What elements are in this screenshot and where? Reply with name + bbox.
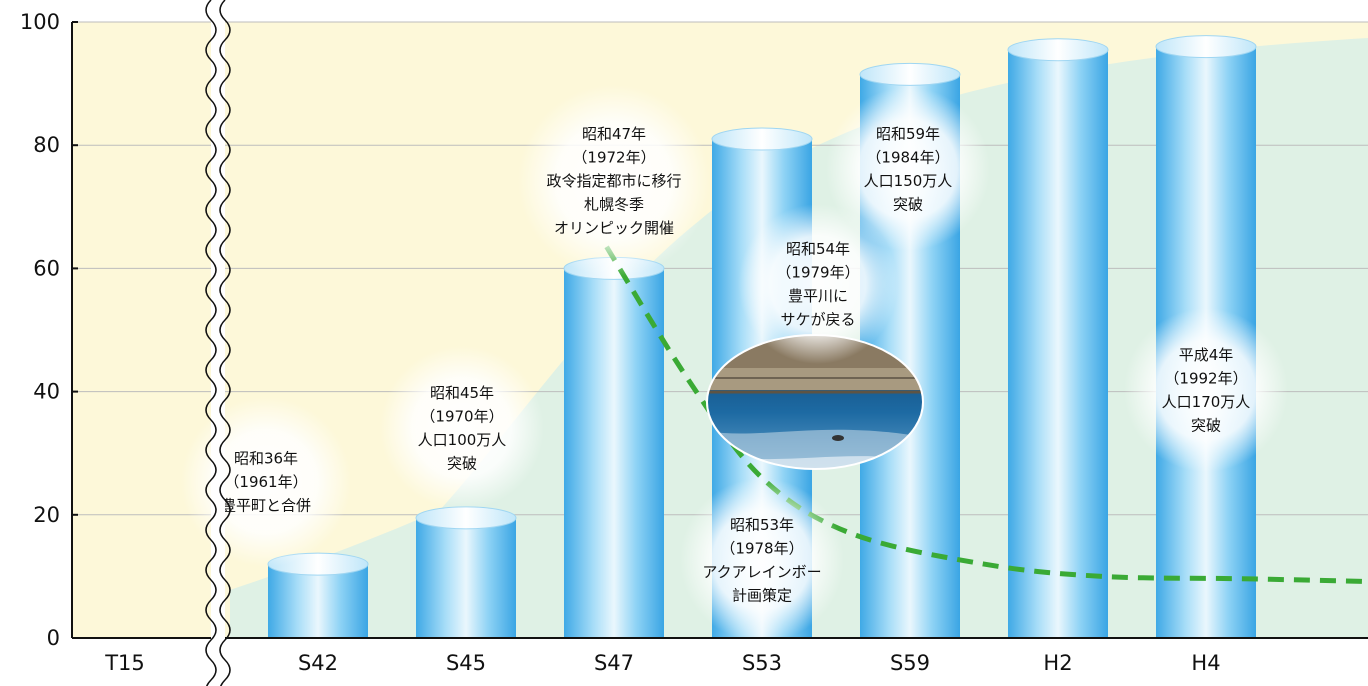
y-label-4: 80 [33,133,60,157]
annotation-2-line-4: 突破 [447,454,477,472]
annotation-4-line-2: （1979年） [776,263,859,281]
annotation-2-line-2: （1970年） [420,407,503,425]
annotation-3-line-3: 政令指定都市に移行 [546,172,681,190]
annotation-6-line-1: 昭和59年 [876,125,940,143]
x-label-S47: S47 [594,651,634,675]
annotation-2-line-1: 昭和45年 [430,384,494,402]
y-label-1: 20 [33,503,60,527]
x-label-S42: S42 [298,651,338,675]
x-label-S53: S53 [742,651,782,675]
annotation-5-line-1: 昭和53年 [730,516,794,534]
bar-S45 [415,506,517,638]
axes [71,21,1368,639]
x-tick-labels: T15 S42 S45 S47 S53 S59 H2 H4 [104,651,1220,675]
axis-break [205,0,231,686]
x-label-S45: S45 [446,651,486,675]
break-wave-left [205,0,217,686]
x-label-S59: S59 [890,651,930,675]
y-tick-labels: 0 20 40 60 80 100 [20,10,60,650]
annotation-7-line-4: 突破 [1191,416,1221,434]
y-label-3: 60 [33,256,60,280]
annotation-4-line-1: 昭和54年 [786,240,850,258]
x-label-T15: T15 [104,651,145,675]
annotation-1-line-1: 昭和36年 [234,450,298,468]
break-wave-right [219,0,231,686]
annotation-1-line-3: 豊平町と合併 [221,497,311,515]
bar-H2 [1007,38,1109,639]
annotation-7-line-2: （1992年） [1164,369,1247,387]
annotation-5-line-2: （1978年） [720,539,803,557]
y-label-0: 0 [47,626,60,650]
annotation-6-line-3: 人口150万人 [864,172,953,190]
x-label-H4: H4 [1191,651,1220,675]
annotation-3-line-2: （1972年） [572,149,655,167]
bar-S42 [267,552,369,638]
y-label-2: 40 [33,380,60,404]
annotation-7-line-3: 人口170万人 [1162,393,1251,411]
annotation-6-line-4: 突破 [893,195,923,213]
trend-line [604,245,1368,584]
y-label-5: 100 [20,10,60,34]
annotation-7-line-1: 平成4年 [1179,346,1234,364]
annotation-4-line-3: 豊平川に [788,287,848,305]
annotation-3-line-1: 昭和47年 [582,125,646,143]
annotation-5-line-3: アクアレインボー [702,563,821,581]
annotation-6-line-2: （1984年） [866,148,949,166]
annotation-4-line-4: サケが戻る [780,310,855,328]
annotation-1-line-2: （1961年） [224,473,307,491]
annotation-3-line-4: 札幌冬季 [584,196,644,214]
annotation-2-line-3: 人口100万人 [418,431,507,449]
annotation-3-line-5: オリンピック開催 [554,219,674,237]
annotation-1: 昭和36年 （1961年） 豊平町と合併 [181,397,351,567]
annotation-5-line-4: 計画策定 [732,586,792,604]
x-label-H2: H2 [1043,651,1072,675]
